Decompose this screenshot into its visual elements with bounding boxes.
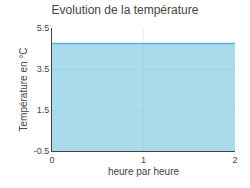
svg-text:3.5: 3.5 bbox=[37, 64, 50, 74]
svg-text:1: 1 bbox=[141, 155, 146, 165]
svg-text:2: 2 bbox=[232, 155, 237, 165]
svg-text:0: 0 bbox=[49, 155, 54, 165]
svg-text:Température en °C: Température en °C bbox=[18, 47, 29, 131]
svg-text:-0.5: -0.5 bbox=[34, 146, 50, 156]
svg-text:1.5: 1.5 bbox=[37, 105, 50, 115]
svg-text:Evolution de la température: Evolution de la température bbox=[52, 3, 199, 17]
svg-text:heure par heure: heure par heure bbox=[108, 166, 180, 177]
svg-text:5.5: 5.5 bbox=[37, 23, 50, 33]
